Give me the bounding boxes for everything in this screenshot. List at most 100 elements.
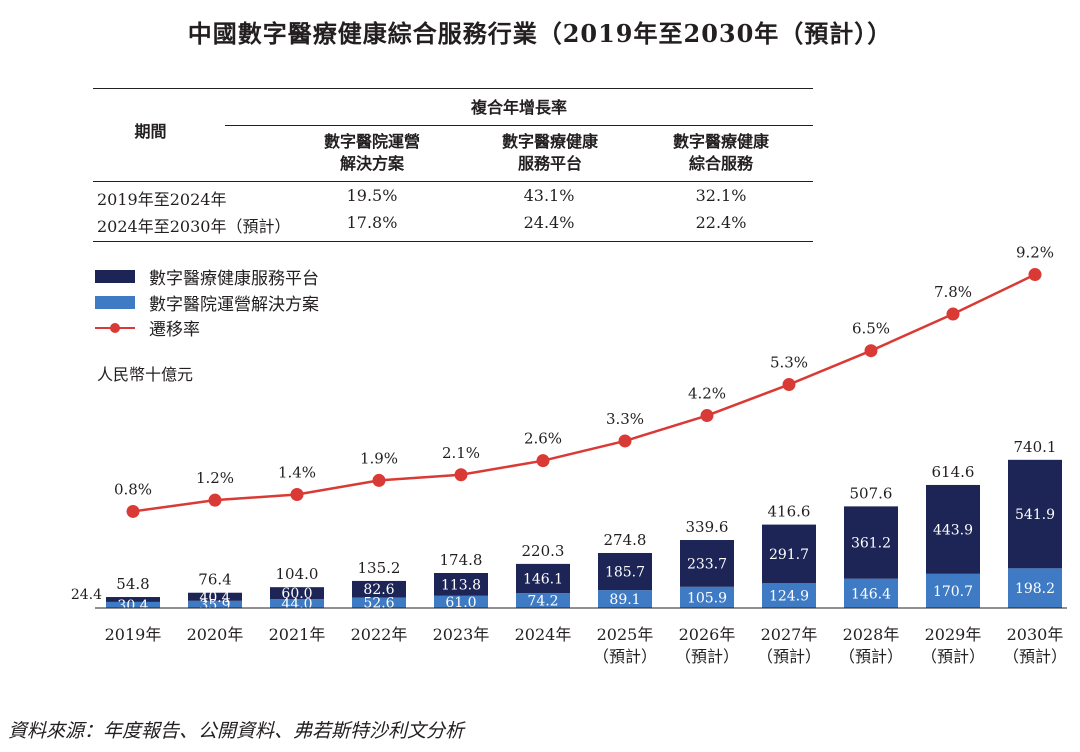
bar-platform (598, 552, 652, 591)
table-col-header-2: 數字醫療健康 服務平台 (501, 132, 598, 173)
x-tick-label: 2021年 (269, 625, 326, 644)
unit-label: 人民幣十億元 (97, 365, 194, 384)
table-cell: 32.1% (695, 186, 747, 205)
data-label-total: 54.8 (116, 575, 149, 593)
rate-point (782, 378, 796, 392)
rate-label: 4.2% (688, 385, 726, 403)
rate-label: 1.9% (360, 449, 398, 467)
data-label-total: 104.0 (276, 565, 319, 583)
bar-hospital (434, 595, 488, 608)
x-tick-label: 2023年 (433, 625, 490, 644)
legend-item-hospital: 數字醫院運營解決方案 (95, 290, 319, 315)
data-label-platform: 291.7 (769, 547, 809, 563)
bar-hospital (598, 590, 652, 608)
rate-point (208, 493, 222, 507)
table-header-rule (93, 181, 813, 182)
bar-platform (106, 597, 160, 602)
data-label-hospital: 124.9 (769, 588, 809, 604)
data-label-total: 174.8 (440, 551, 483, 569)
x-tick-note: （預計） (839, 647, 903, 666)
source-note: 資料來源：年度報告、公開資料、弗若斯特沙利文分析 (8, 720, 465, 742)
bar-platform (926, 484, 980, 574)
data-label-platform: 443.9 (933, 522, 973, 538)
data-label-hospital: 105.9 (687, 590, 727, 606)
rate-point (618, 434, 632, 448)
x-tick-note: （預計） (921, 647, 985, 666)
data-label-platform: 361.2 (851, 536, 891, 552)
data-label-total: 614.6 (932, 463, 975, 481)
data-label-hospital: 74.2 (527, 594, 558, 610)
x-tick-label: 2020年 (187, 625, 244, 644)
legend-swatch-rate (95, 322, 135, 333)
bar-hospital (270, 599, 324, 608)
legend-swatch-hospital (95, 296, 135, 309)
data-label-total: 416.6 (768, 503, 811, 521)
data-label-total: 274.8 (604, 531, 647, 549)
data-label-hospital: 35.9 (199, 597, 230, 613)
rate-line (132, 273, 1036, 513)
rate-point (946, 307, 960, 321)
rate-label: 9.2% (1016, 244, 1054, 262)
rate-point (454, 468, 468, 482)
data-label-platform: 185.7 (605, 565, 645, 581)
table-row-label: 2019年至2024年 (97, 190, 227, 209)
table-bottom-rule (93, 241, 813, 242)
bar-platform (188, 592, 242, 601)
bar-platform (844, 506, 898, 579)
legend-swatch-platform (95, 270, 135, 283)
rate-label: 2.6% (524, 430, 562, 448)
bar-platform (680, 540, 734, 587)
bar-platform (434, 573, 488, 596)
rate-label: 7.8% (934, 283, 972, 301)
data-label-hospital: 198.2 (1015, 581, 1055, 597)
bar-hospital (516, 593, 570, 608)
bar-hospital (680, 586, 734, 608)
table-cell: 22.4% (695, 213, 747, 232)
data-label-total: 220.3 (522, 542, 565, 560)
rate-label: 5.3% (770, 354, 808, 372)
x-tick-label: 2029年 (925, 625, 982, 644)
bar-hospital (762, 582, 816, 608)
x-tick-note: （預計） (757, 647, 821, 666)
bar-hospital (844, 578, 898, 608)
x-tick-note: （預計） (675, 647, 739, 666)
rate-label: 0.8% (114, 480, 152, 498)
table-col-header-1: 數字醫院運營 解決方案 (323, 132, 420, 173)
legend-item-rate: 遷移率 (95, 315, 200, 340)
stacked-bar-line-chart: 30.4 24.4 54.8 2019年 35.940.476.4 2020年 44.060… (71, 244, 1067, 666)
data-label-platform: 233.7 (687, 556, 727, 572)
bar-platform (270, 587, 324, 600)
bar-platform (352, 580, 406, 598)
rate-label: 2.1% (442, 444, 480, 462)
data-label-hospital: 30.4 (117, 598, 148, 614)
x-tick-note: （預計） (1003, 647, 1067, 666)
chart-title: 中國數字醫療健康綜合服務行業（2019年至2030年（預計）） (187, 19, 893, 48)
bar-platform (1008, 459, 1062, 569)
data-label-hospital: 61.0 (445, 595, 476, 611)
table-group-rule (225, 125, 813, 126)
table-group-header: 複合年增長率 (470, 98, 567, 117)
rate-label: 6.5% (852, 320, 890, 338)
bar-hospital (106, 601, 160, 608)
data-label-hospital: 146.4 (851, 586, 891, 602)
table-row-label: 2024年至2030年（預計） (97, 217, 291, 236)
bar-hospital (188, 600, 242, 608)
x-tick-label: 2024年 (515, 625, 572, 644)
bar-platform (516, 563, 570, 594)
x-tick-label: 2019年 (105, 625, 162, 644)
rate-point (536, 454, 550, 468)
rate-point (700, 409, 714, 423)
rate-point (1028, 268, 1042, 282)
data-label-total: 339.6 (686, 518, 729, 536)
rate-point (290, 488, 304, 502)
rate-point (864, 344, 878, 358)
bar-hospital (926, 573, 980, 608)
x-tick-label: 2027年 (761, 625, 818, 644)
table-cell: 17.8% (346, 213, 398, 232)
x-tick-note: （預計） (593, 647, 657, 666)
data-label-platform: 113.8 (441, 577, 481, 593)
data-label-total: 740.1 (1014, 438, 1057, 456)
data-label-hospital: 170.7 (933, 584, 973, 600)
table-cell: 24.4% (523, 213, 575, 232)
data-label-platform: 60.0 (281, 586, 312, 602)
